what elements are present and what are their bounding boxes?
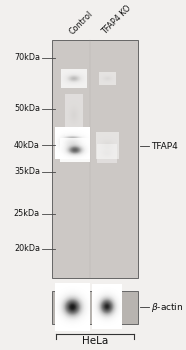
Text: 40kDa: 40kDa xyxy=(14,141,40,150)
Text: $\beta$-actin: $\beta$-actin xyxy=(151,301,183,314)
Bar xyxy=(52,40,138,278)
Text: 50kDa: 50kDa xyxy=(14,104,40,113)
Text: Control: Control xyxy=(67,10,94,37)
Text: 25kDa: 25kDa xyxy=(14,209,40,218)
Bar xyxy=(52,290,138,324)
Text: 70kDa: 70kDa xyxy=(14,53,40,62)
Text: 35kDa: 35kDa xyxy=(14,167,40,176)
Text: TFAP4: TFAP4 xyxy=(151,142,177,151)
Text: TFAP4 KO: TFAP4 KO xyxy=(101,4,133,37)
Text: 20kDa: 20kDa xyxy=(14,244,40,253)
Text: HeLa: HeLa xyxy=(82,336,108,346)
